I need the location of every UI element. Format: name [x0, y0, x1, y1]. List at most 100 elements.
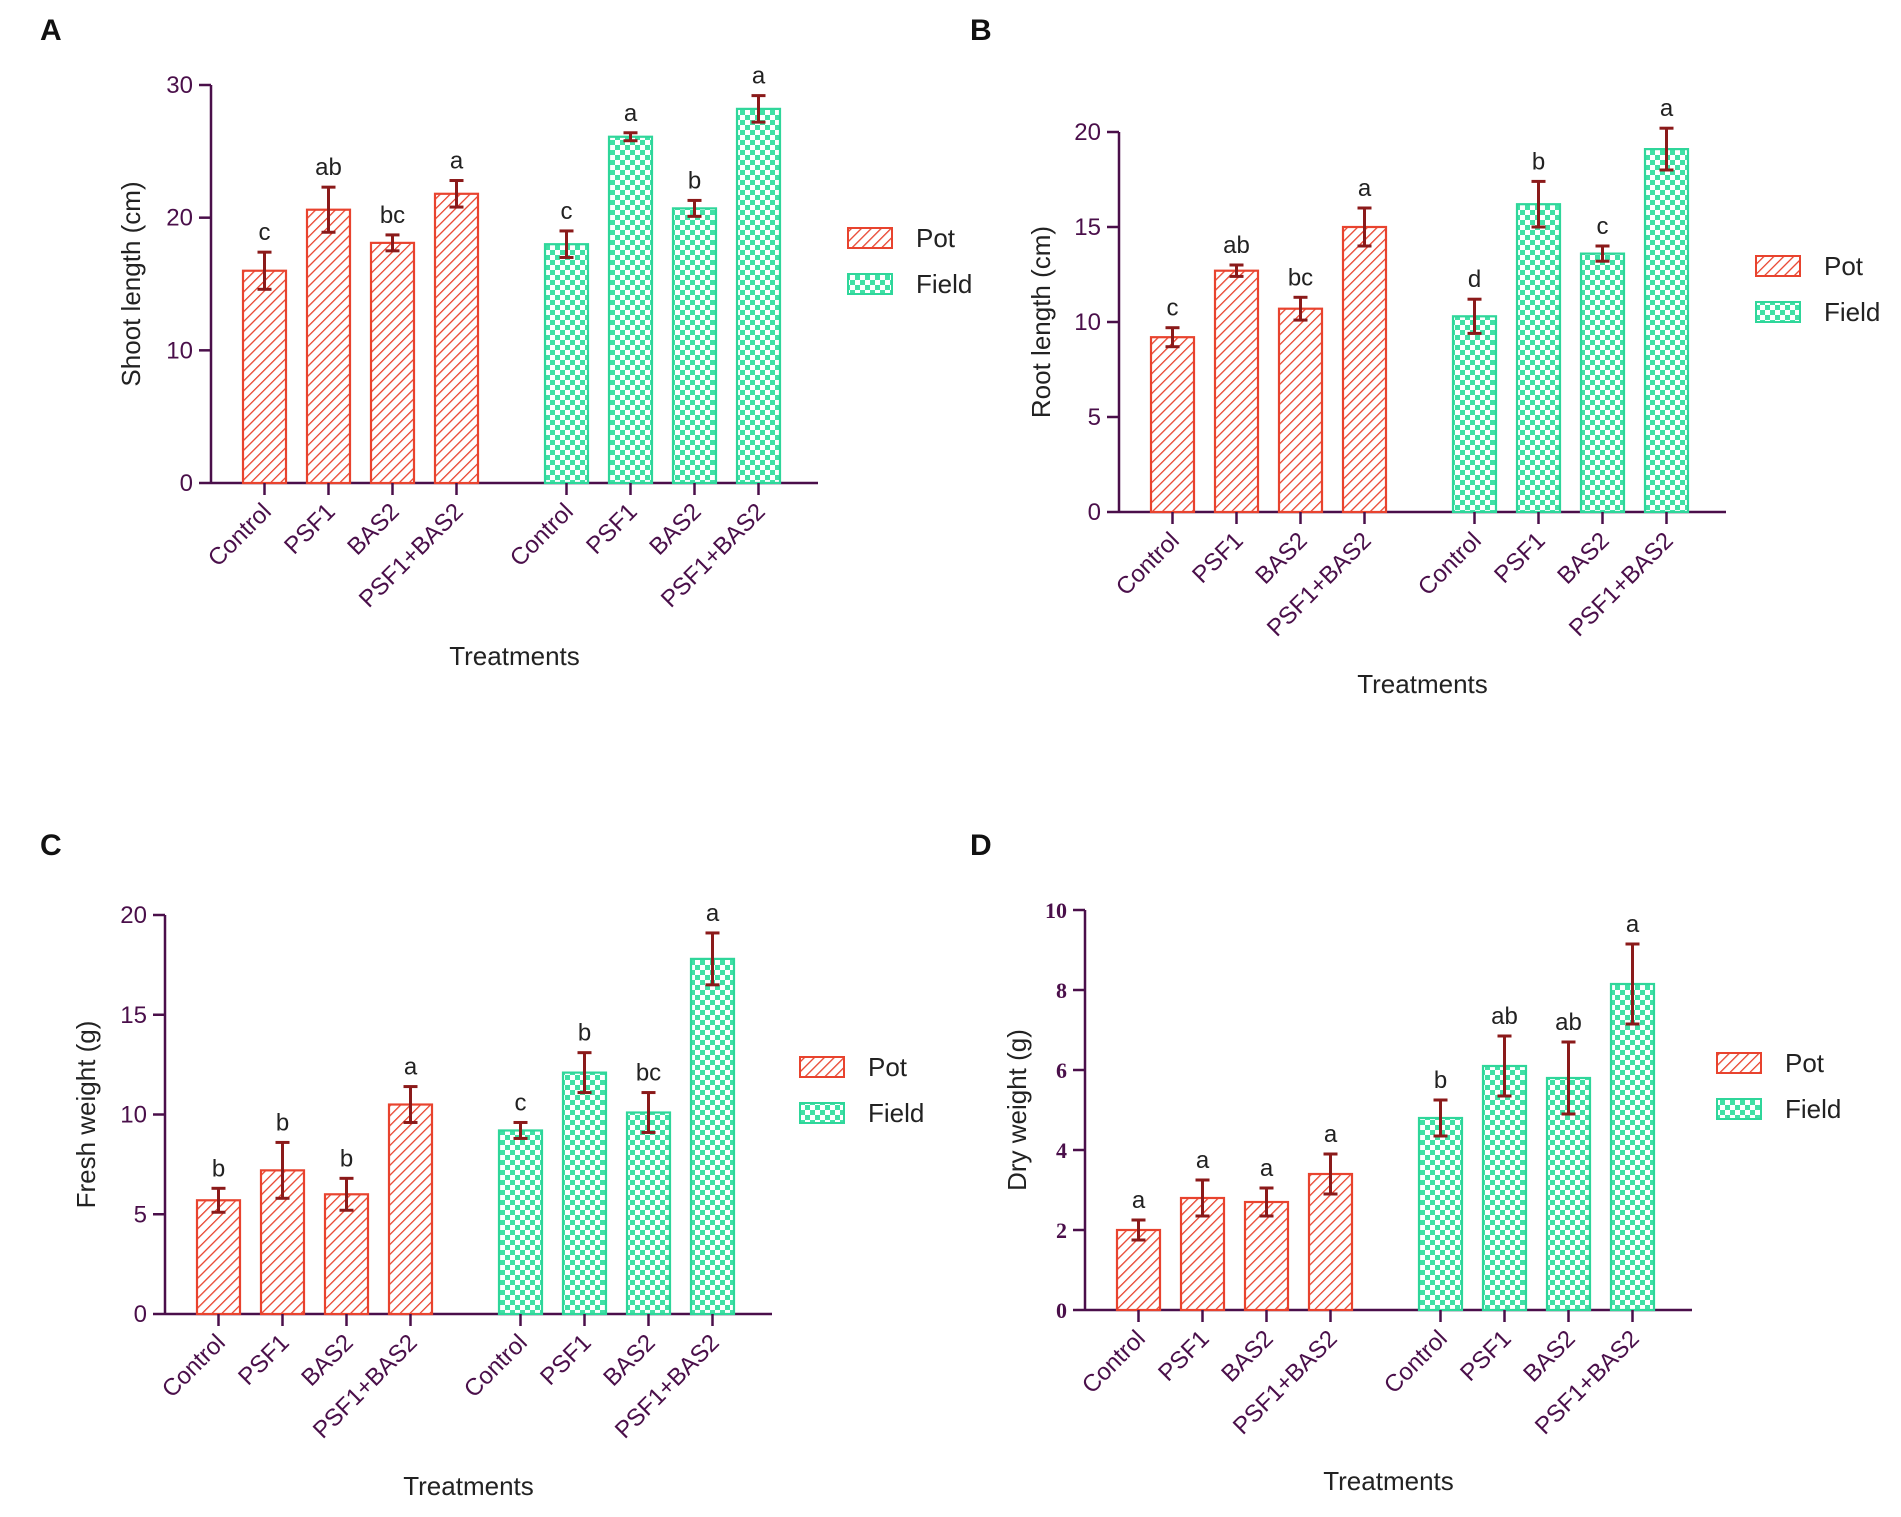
- bar-c-field-1: [561, 1071, 608, 1316]
- significance-letter-b: bc: [1288, 264, 1313, 291]
- bar-a-pot-2: [369, 241, 416, 485]
- significance-letter-c: a: [706, 900, 720, 927]
- bar-b-field-0: [1451, 315, 1498, 514]
- significance-letter-d: a: [1260, 1155, 1274, 1182]
- bar-a-field-3: [735, 107, 782, 485]
- y-tick-label-c: 10: [120, 1102, 147, 1129]
- significance-letter-d: a: [1324, 1121, 1338, 1148]
- x-axis-title-c: Treatments: [403, 1471, 534, 1501]
- bar-b-pot-2: [1277, 307, 1324, 514]
- category-label-a: PSF1: [581, 498, 643, 560]
- y-tick-label-b: 0: [1088, 499, 1101, 526]
- category-label-a: Control: [203, 498, 277, 572]
- significance-letter-b: b: [1532, 148, 1545, 175]
- y-tick-label-b: 10: [1074, 309, 1101, 336]
- bar-b-field-2: [1579, 252, 1626, 514]
- significance-letter-c: c: [515, 1089, 527, 1116]
- y-tick-label-a: 0: [180, 470, 193, 497]
- y-tick-label-c: 5: [134, 1201, 147, 1228]
- category-label-a: PSF1: [279, 498, 341, 560]
- bar-b-pot-1: [1213, 269, 1260, 514]
- bar-a-field-2: [671, 207, 718, 485]
- y-axis-title-d: Dry weight (g): [1002, 1029, 1032, 1191]
- legend-label-pot: Pot: [1785, 1048, 1825, 1078]
- x-axis-title-a: Treatments: [449, 641, 580, 671]
- legend-a: Pot Field: [847, 223, 972, 299]
- significance-letter-b: c: [1597, 213, 1609, 240]
- bar-d-pot-0: [1115, 1228, 1162, 1312]
- bar-a-field-0: [543, 243, 590, 485]
- legend-label-pot: Pot: [1824, 251, 1864, 281]
- panel-letter-c: C: [40, 829, 62, 862]
- legend-label-field: Field: [1785, 1094, 1841, 1124]
- y-tick-label-b: 5: [1088, 404, 1101, 431]
- significance-letter-a: bc: [380, 202, 405, 229]
- y-tick-label-d: 4: [1056, 1138, 1067, 1163]
- significance-letter-a: b: [688, 167, 701, 194]
- legend-label-field: Field: [1824, 297, 1880, 327]
- y-tick-label-a: 20: [166, 205, 193, 232]
- legend-label-field: Field: [916, 269, 972, 299]
- panel-letter-b: B: [970, 14, 992, 47]
- significance-letter-a: a: [752, 63, 766, 90]
- category-label-b: PSF1: [1187, 527, 1249, 589]
- significance-letter-d: ab: [1491, 1003, 1518, 1030]
- y-axis-title-b: Root length (cm): [1026, 226, 1056, 418]
- legend-c: Pot Field: [799, 1052, 924, 1128]
- category-label-c: Control: [157, 1329, 231, 1403]
- bar-d-field-3: [1609, 982, 1656, 1312]
- bar-a-pot-0: [241, 269, 288, 485]
- y-tick-label-b: 20: [1074, 119, 1101, 146]
- bar-b-pot-0: [1149, 336, 1196, 514]
- legend-swatch-pot: [1755, 255, 1801, 277]
- y-axis-title-a: Shoot length (cm): [116, 181, 146, 386]
- legend-swatch-field: [1755, 301, 1801, 323]
- bar-a-field-1: [607, 135, 654, 485]
- category-label-a: Control: [505, 498, 579, 572]
- bar-b-pot-3: [1341, 225, 1388, 514]
- significance-letter-a: c: [561, 198, 573, 225]
- significance-letter-c: b: [578, 1020, 591, 1047]
- y-tick-label-c: 0: [134, 1301, 147, 1328]
- y-tick-label-d: 10: [1045, 898, 1067, 923]
- y-axis-title-c: Fresh weight (g): [71, 1021, 101, 1209]
- x-axis-title-d: Treatments: [1323, 1466, 1454, 1496]
- category-label-c: PSF1: [535, 1329, 597, 1391]
- significance-letter-c: bc: [636, 1060, 661, 1087]
- legend-swatch-field: [799, 1102, 845, 1124]
- legend-swatch-field: [1716, 1098, 1762, 1120]
- significance-letter-c: b: [340, 1145, 353, 1172]
- category-label-d: PSF1: [1153, 1325, 1215, 1387]
- significance-letter-b: a: [1660, 95, 1674, 122]
- legend-swatch-pot: [799, 1056, 845, 1078]
- significance-letter-d: a: [1132, 1187, 1146, 1214]
- bar-c-field-3: [689, 957, 736, 1316]
- significance-letter-c: b: [212, 1155, 225, 1182]
- legend-label-pot: Pot: [916, 223, 956, 253]
- bar-c-field-2: [625, 1111, 672, 1316]
- y-tick-label-a: 10: [166, 337, 193, 364]
- category-label-d: Control: [1077, 1325, 1151, 1399]
- bar-c-field-0: [497, 1129, 544, 1316]
- significance-letter-a: ab: [315, 154, 342, 181]
- legend-swatch-pot: [847, 227, 893, 249]
- significance-letter-b: a: [1358, 175, 1372, 202]
- category-label-b: Control: [1413, 527, 1487, 601]
- bar-a-pot-1: [305, 208, 352, 485]
- bar-d-field-1: [1481, 1064, 1528, 1312]
- panel-letter-a: A: [40, 14, 62, 47]
- bar-c-pot-3: [387, 1103, 434, 1316]
- bar-c-pot-2: [323, 1193, 370, 1316]
- legend-b: Pot Field: [1755, 251, 1880, 327]
- bar-d-field-0: [1417, 1116, 1464, 1312]
- bar-c-pot-0: [195, 1199, 242, 1316]
- significance-letter-c: a: [404, 1054, 418, 1081]
- legend-swatch-pot: [1716, 1052, 1762, 1074]
- y-tick-label-b: 15: [1074, 214, 1101, 241]
- significance-letter-c: b: [276, 1109, 289, 1136]
